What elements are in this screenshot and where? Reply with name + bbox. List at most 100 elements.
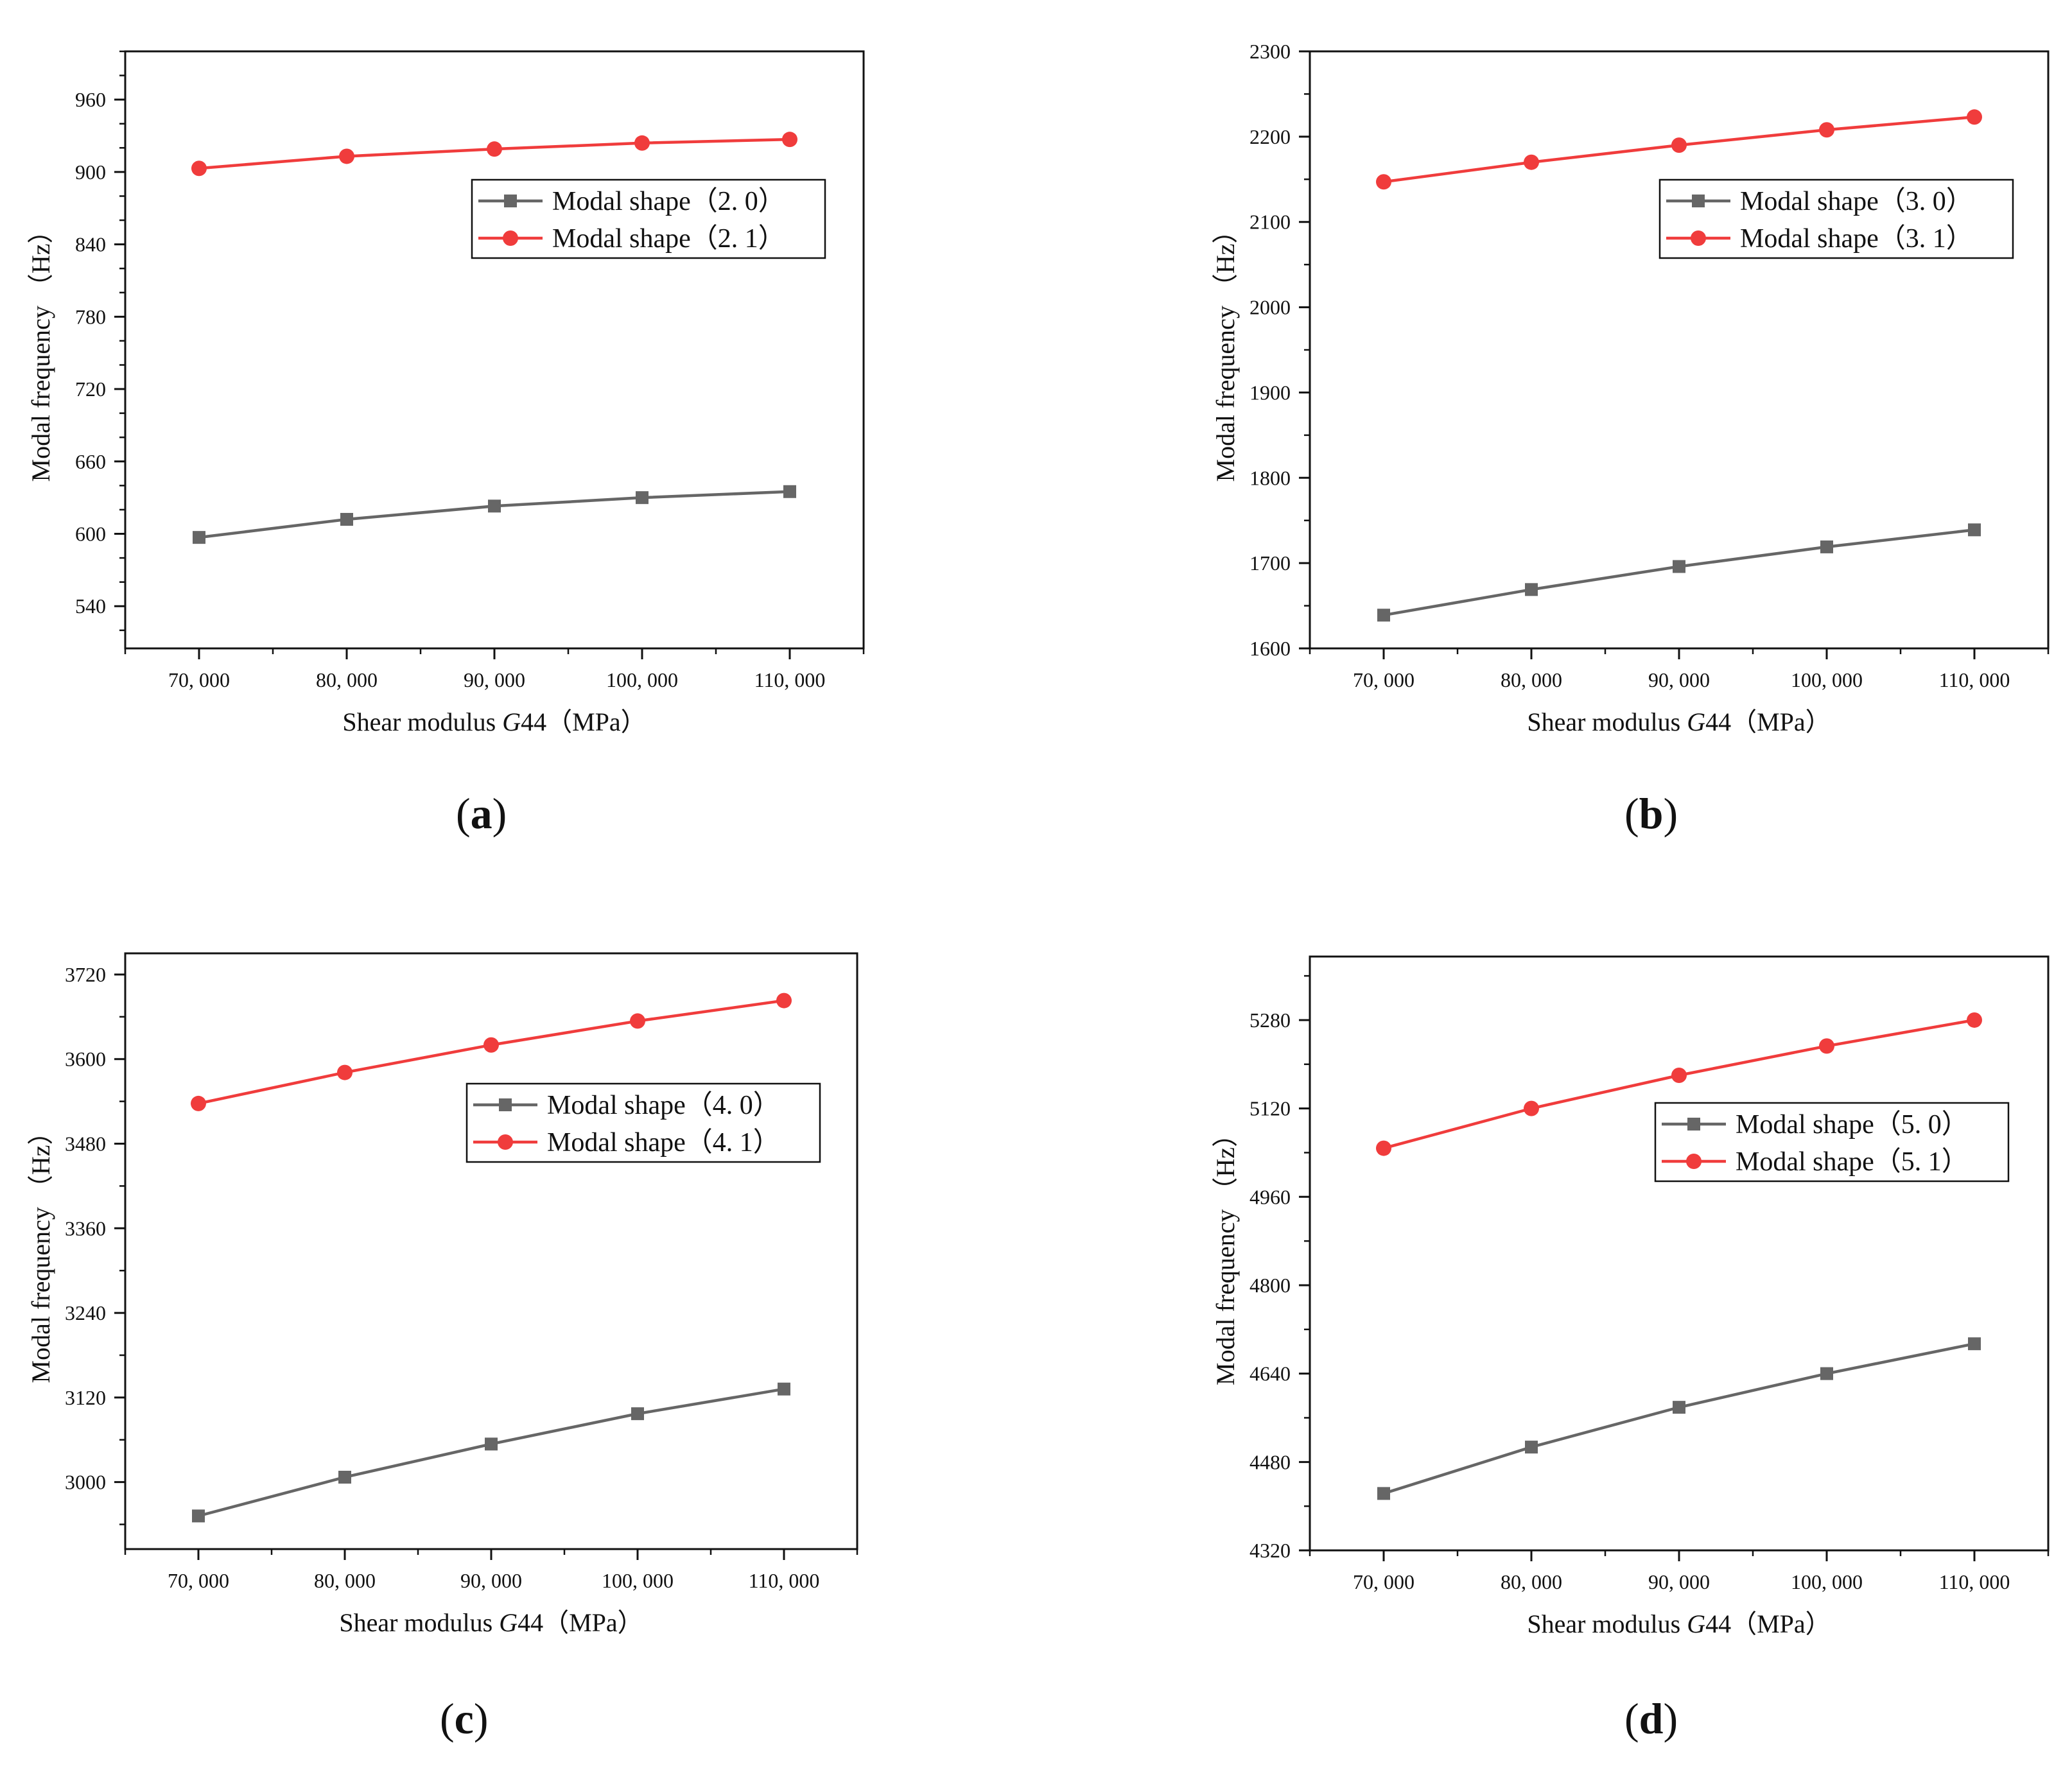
legend-box	[466, 1082, 821, 1163]
panel-label-close: )	[474, 1694, 489, 1743]
data-point-square	[1525, 583, 1538, 596]
data-point-square	[1820, 1367, 1833, 1380]
data-point-circle	[1819, 122, 1834, 138]
data-point-square	[1525, 1441, 1538, 1454]
x-tick-label: 110, 000	[1939, 668, 2010, 691]
x-tick-label: 110, 000	[1939, 1570, 2010, 1593]
data-point-circle	[776, 992, 792, 1009]
chart-panel-c: 3000 3120 3240 3360 3480 3600 3720 70, 000 80, 0…	[26, 952, 858, 1743]
x-tick-label: 100, 000	[606, 668, 678, 691]
x-tick-label: 100, 000	[602, 1569, 674, 1592]
data-point-square	[192, 1509, 205, 1523]
x-tick-label: 110, 000	[754, 668, 826, 691]
x-tick-label: 80, 000	[314, 1569, 376, 1592]
x-axis-title-prefix: Shear modulus	[342, 707, 502, 736]
y-tick-label: 2200	[1249, 125, 1291, 148]
x-axis-title-suffix: 44（MPa）	[1705, 707, 1831, 736]
data-point-square	[1968, 523, 1981, 537]
data-point-square	[631, 1407, 644, 1421]
panel-label-letter: c	[455, 1694, 474, 1743]
legend-label: Modal shape（2. 0）	[552, 187, 785, 216]
legend-swatch-square	[1692, 195, 1705, 207]
data-point-circle	[1671, 1068, 1687, 1083]
legend-label: Modal shape（4. 0）	[547, 1091, 780, 1120]
y-tick-label: 3600	[65, 1048, 106, 1071]
x-axis-title-variable: G	[499, 1608, 518, 1637]
x-axis-title-prefix: Shear modulus	[1527, 1609, 1687, 1638]
data-point-square	[488, 499, 501, 513]
x-axis-title: Shear modulus G44（MPa）	[1527, 1609, 1831, 1638]
data-point-circle	[337, 1064, 353, 1080]
y-tick-label: 780	[75, 305, 106, 328]
legend-swatch-square	[504, 195, 517, 207]
x-axis-title-prefix: Shear modulus	[339, 1608, 499, 1637]
panel-label: (c)	[440, 1694, 489, 1743]
x-tick-label: 70, 000	[168, 1569, 229, 1592]
panel-label: (a)	[456, 789, 507, 838]
data-point-circle	[483, 1037, 499, 1053]
data-point-square	[1377, 1487, 1390, 1500]
legend-label: Modal shape（4. 1）	[547, 1128, 780, 1157]
y-tick-label: 900	[75, 160, 106, 184]
data-point-circle	[630, 1013, 645, 1029]
data-point-square	[1673, 1401, 1685, 1414]
y-tick-label: 3120	[65, 1386, 106, 1409]
legend-label: Modal shape（2. 1）	[552, 224, 785, 254]
legend-swatch-square	[1687, 1118, 1700, 1131]
legend-box	[1658, 178, 2014, 259]
y-tick-label: 840	[75, 233, 106, 256]
y-tick-label: 3480	[65, 1132, 106, 1156]
y-tick-label: 960	[75, 88, 106, 111]
data-point-square	[1968, 1337, 1981, 1351]
y-tick-label: 3360	[65, 1217, 106, 1240]
panel-label: (d)	[1624, 1694, 1678, 1743]
legend-swatch-circle	[1691, 230, 1706, 246]
y-axis-title: Modal frequency （Hz）	[1211, 1122, 1240, 1385]
data-point-circle	[191, 1095, 206, 1111]
chart-panel-b: 1600 1700 1800 1900 2000 2100 2200 2300 70, 000 8…	[1211, 40, 2050, 838]
panel-label-open: (	[1624, 789, 1639, 838]
y-tick-label: 600	[75, 523, 106, 546]
legend-swatch-square	[499, 1098, 512, 1111]
x-axis-title-variable: G	[1687, 707, 1705, 736]
data-point-circle	[634, 135, 650, 151]
legend: Modal shape（2. 0） Modal shape（2. 1）	[471, 178, 826, 259]
x-tick-label: 100, 000	[1791, 668, 1863, 691]
y-tick-label: 2100	[1249, 211, 1291, 234]
y-tick-label: 660	[75, 450, 106, 473]
x-tick-label: 80, 000	[1501, 668, 1562, 691]
x-tick-label: 100, 000	[1791, 1570, 1863, 1593]
y-tick-label: 2300	[1249, 40, 1291, 63]
y-tick-label: 4480	[1249, 1450, 1291, 1473]
x-tick-label: 90, 000	[1648, 668, 1710, 691]
legend-box	[471, 178, 826, 259]
y-tick-label: 4320	[1249, 1539, 1291, 1562]
x-axis-title-prefix: Shear modulus	[1527, 707, 1687, 736]
panel-label-close: )	[492, 789, 507, 838]
y-tick-label: 4640	[1249, 1362, 1291, 1385]
data-point-circle	[782, 132, 797, 148]
legend-swatch-circle	[1686, 1154, 1702, 1169]
panel-label: (b)	[1624, 789, 1678, 838]
y-tick-label: 3240	[65, 1301, 106, 1324]
legend-label: Modal shape（3. 0）	[1740, 187, 1973, 216]
y-tick-label: 1900	[1249, 381, 1291, 404]
data-point-square	[778, 1382, 790, 1396]
data-point-circle	[1967, 1012, 1982, 1028]
panel-label-open: (	[1624, 1694, 1639, 1743]
panel-label-letter: b	[1639, 789, 1664, 838]
series-line	[198, 1387, 785, 1518]
x-axis-title-suffix: 44（MPa）	[521, 707, 647, 736]
data-point-square	[193, 531, 205, 544]
chart-panel-a: 540 600 660 720 780 840 900 960 70, 000 80, 000 90…	[26, 50, 865, 838]
y-tick-label: 4800	[1249, 1274, 1291, 1297]
x-tick-label: 70, 000	[168, 668, 230, 691]
panel-label-open: (	[456, 789, 471, 838]
data-point-square	[1377, 609, 1390, 622]
x-tick-label: 90, 000	[1648, 1570, 1710, 1593]
data-point-square	[485, 1437, 498, 1451]
legend: Modal shape（5. 0） Modal shape（5. 1）	[1654, 1102, 2010, 1183]
data-point-square	[636, 491, 649, 505]
data-point-circle	[1524, 1100, 1539, 1116]
